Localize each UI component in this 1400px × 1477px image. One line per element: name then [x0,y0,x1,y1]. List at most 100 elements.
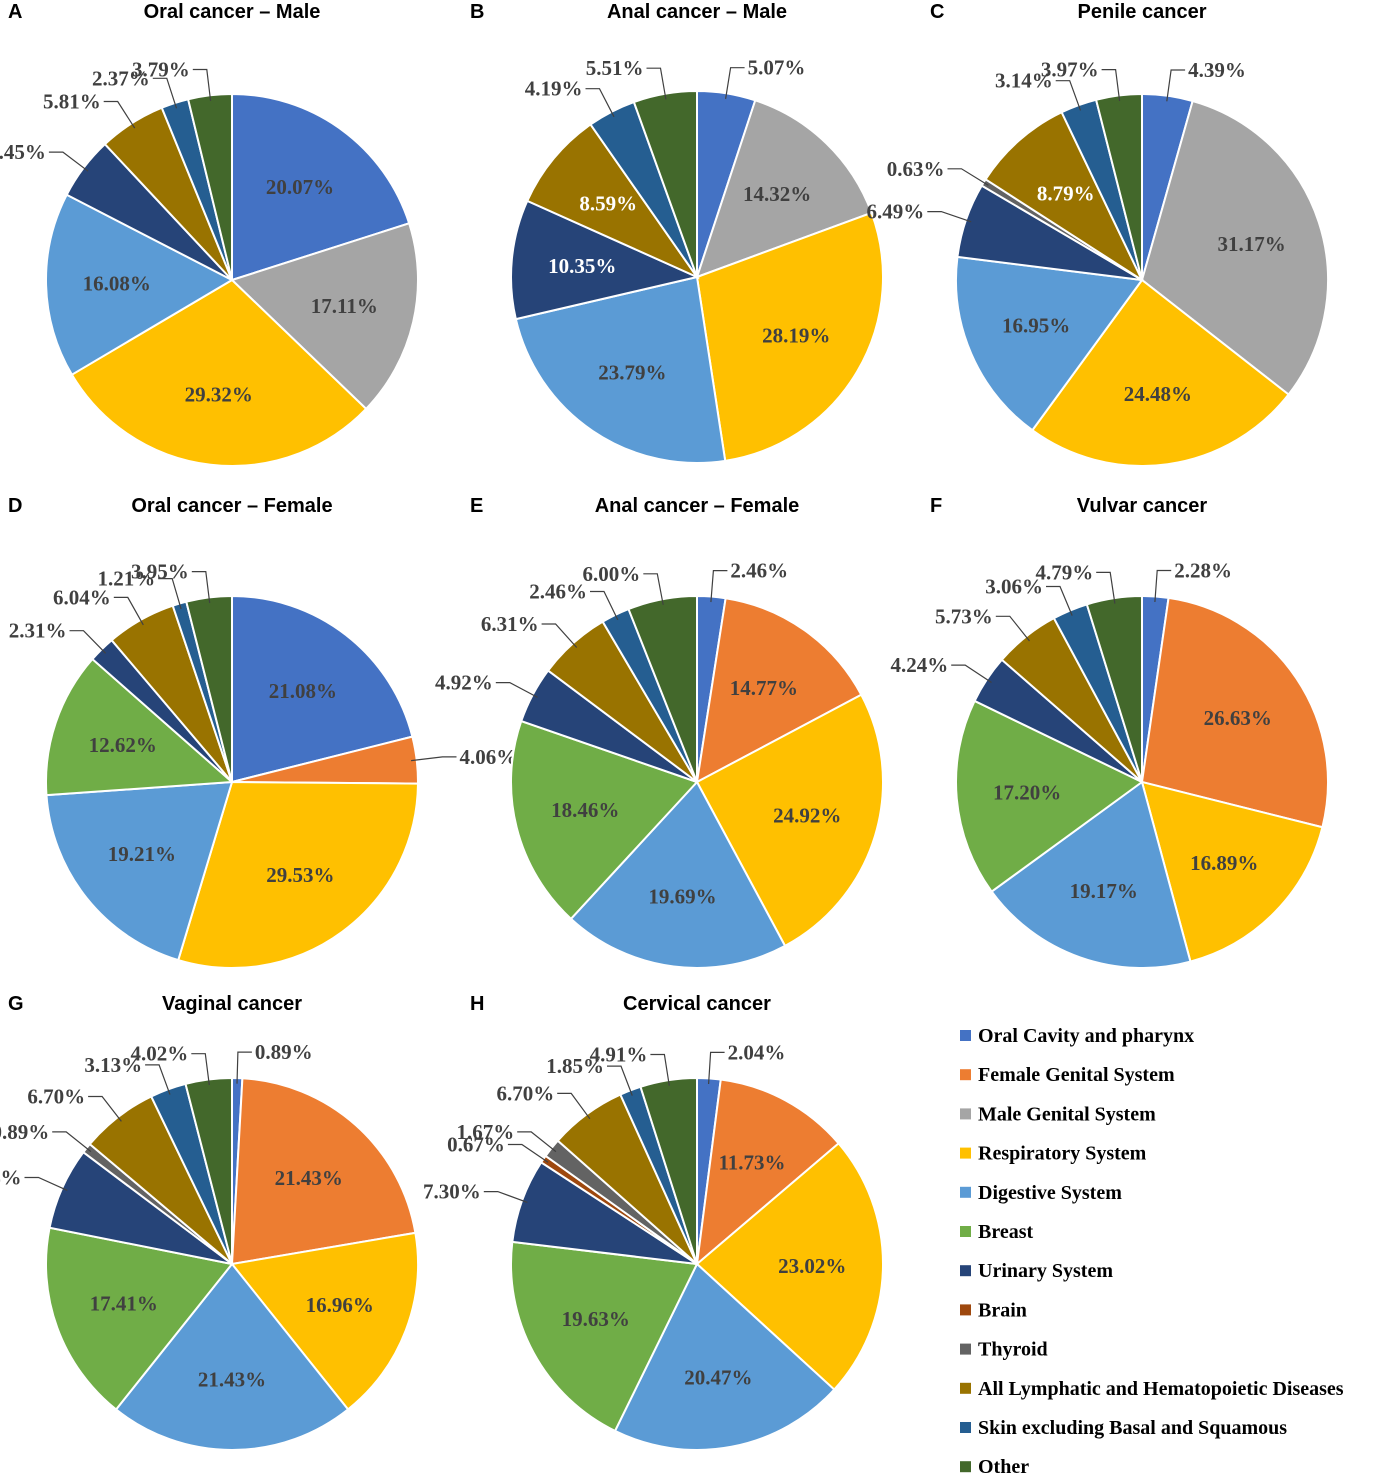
data-label: 6.70% [27,1085,85,1109]
data-label: 20.47% [684,1365,752,1389]
pie-slice-respiratory-system [1140,780,1324,963]
data-label: 21.43% [275,1166,343,1190]
leader-line [1166,69,1186,102]
pie-slice-oral-cavity-and-pharynx [231,594,414,784]
leader-line [557,1092,591,1120]
data-label: 0.67% [447,1133,505,1157]
data-label: 2.46% [730,559,788,583]
data-label: 7.14% [0,1166,22,1190]
leader-line [495,681,538,698]
legend-label: Female Genital System [978,1064,1175,1086]
data-label: 5.45% [0,140,46,164]
data-label: 6.49% [867,200,925,224]
data-label: 20.07% [266,175,334,199]
leader-line [236,1051,252,1084]
data-label: 2.37% [92,66,150,90]
pie-slice-digestive-system [955,255,1144,432]
data-label: 2.46% [529,580,587,604]
data-label: 3.97% [1041,58,1099,82]
panel-letter: D [8,495,22,517]
pie-slice-digestive-system [613,1262,836,1451]
legend-label: Respiratory System [978,1143,1147,1165]
pie-slice-breast [45,1226,234,1411]
chart-title: Cervical cancer [623,993,771,1015]
data-label: 31.17% [1217,232,1285,256]
pie-chart-g: G Vaginal cancer 0.89% 21.43% 16.96% 21.43% 17… [0,993,419,1451]
legend-label: All Lymphatic and Hematopoietic Diseases [978,1378,1344,1400]
data-label: 29.53% [266,863,334,887]
data-label: 29.32% [185,383,253,407]
leader-line [88,1095,122,1122]
data-label: 0.63% [887,157,945,181]
data-label: 3.14% [995,69,1053,93]
pie-slice-all-lymphatic-and-hematopoietic-diseases [525,123,700,280]
pie-chart-h: H Cervical cancer 2.04% 11.73% 23.02% 20.47% 1… [423,993,884,1451]
leader-line [590,590,619,621]
leader-line [585,88,615,118]
data-label: 5.07% [748,56,806,80]
pie-slice-respiratory-system [695,693,884,948]
panel-letter: C [930,1,944,23]
pie-chart-c: C Penile cancer 4.39% 31.17% 24.48% 16.95% 6.4… [867,1,1329,467]
leader-line [541,623,578,648]
pie-slice-respiratory-system [695,211,884,462]
data-label: 8.59% [579,192,637,216]
legend-swatch-male-genital-system [960,1108,971,1120]
data-label: 14.77% [730,676,798,700]
pie-slice-male-genital-system [1140,99,1329,396]
leader-line [507,1143,549,1163]
legend: Oral Cavity and pharynx Female Genital Sy… [960,1025,1344,1477]
leader-line [710,569,728,603]
leader-line [145,1064,171,1095]
leader-line [995,615,1030,642]
data-label: 1.21% [97,567,155,591]
legend-swatch-digestive-system [960,1186,971,1198]
legend-swatch-skin-excluding-basal-and-squamous [960,1422,971,1433]
data-label: 17.41% [90,1292,158,1316]
leader-line [24,1176,68,1191]
data-label: 6.04% [53,585,111,609]
legend-label: Other [978,1456,1029,1477]
data-label: 3.13% [84,1053,142,1077]
chart-title: Vaginal cancer [162,993,302,1015]
pie-slice-all-lymphatic-and-hematopoietic-diseases [984,110,1145,283]
chart-title: Oral cancer – Female [131,495,332,517]
legend-label: Skin excluding Basal and Squamous [978,1417,1287,1439]
leader-line [48,151,89,172]
legend-swatch-thyroid [960,1343,971,1355]
leader-line [1154,569,1172,603]
data-label: 21.43% [198,1367,266,1391]
pie-slice-breast [955,699,1144,893]
chart-title: Vulvar cancer [1077,495,1208,517]
data-label: 23.79% [598,361,666,385]
pie-slice-respiratory-system [1030,278,1290,467]
legend-swatch-all-lymphatic-and-hematopoietic-diseases [960,1382,971,1394]
data-label: 24.48% [1124,382,1192,406]
legend-swatch-other [960,1461,971,1473]
pie-slice-female-genital-system [1140,596,1329,829]
leader-line [947,168,989,186]
pie-slice-digestive-system [569,780,787,969]
data-label: 1.67% [456,1120,514,1144]
legend-label: Male Genital System [978,1103,1156,1125]
data-label: 16.96% [306,1293,374,1317]
data-label: 4.79% [1035,560,1093,584]
data-label: 0.89% [255,1040,313,1064]
data-label: 4.92% [435,671,493,695]
leader-line [103,100,136,129]
leader-line [158,577,182,610]
pie-slice-breast [510,719,699,921]
pie-chart-e: E Anal cancer – Female 2.46% 14.77% 24.92% 19… [435,495,884,969]
legend-label: Oral Cavity and pharynx [978,1025,1194,1047]
pie-slice-digestive-system [514,275,727,464]
leader-line [1055,80,1082,111]
legend-swatch-urinary-system [960,1265,971,1277]
leader-line [951,664,992,684]
pie-chart-f: F Vulvar cancer 2.28% 26.63% 16.89% 19.17% 17.… [890,495,1329,969]
data-label: 1.85% [546,1054,604,1078]
pie-slice-urinary-system [510,199,701,321]
legend-swatch-breast [960,1226,971,1237]
leader-line [113,596,144,626]
data-label: 16.95% [1002,314,1070,338]
